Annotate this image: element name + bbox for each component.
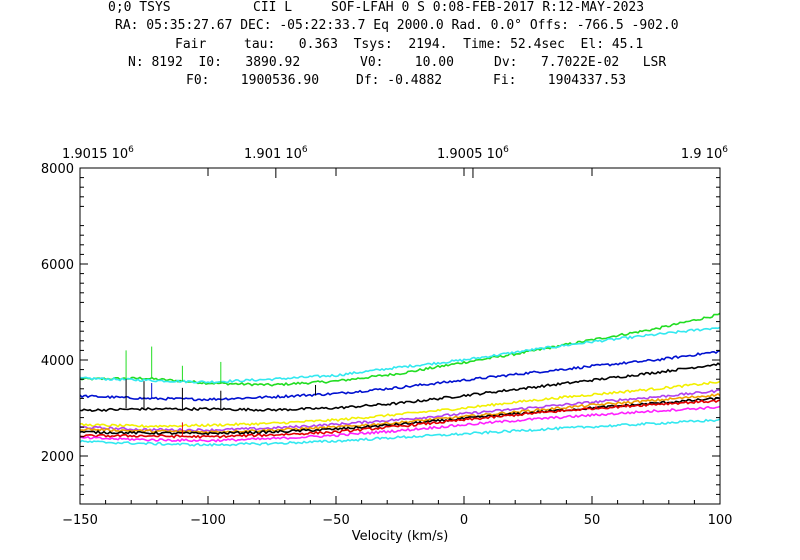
series-line-magenta-9 — [79, 405, 721, 443]
x-tick-label: 100 — [708, 513, 733, 528]
header-dv: Dv: 7.7022E-02 LSR — [494, 55, 667, 70]
x-axis-label: Velocity (km/s) — [352, 529, 449, 544]
top-axis-label: 1.9005 106 — [437, 145, 509, 162]
top-axis-label: 1.9 106 — [681, 145, 728, 162]
x-tick-label: 0 — [460, 513, 468, 528]
top-axis-label: 1.901 106 — [244, 145, 308, 162]
top-axis-exponent: 6 — [503, 145, 509, 155]
y-tick-label: 6000 — [41, 258, 74, 273]
x-tick-label: −50 — [322, 513, 349, 528]
header-weather: Fair — [175, 37, 207, 52]
series-line-yellow-4 — [79, 380, 721, 429]
x-tick-label: −150 — [62, 513, 98, 528]
y-tick-label: 8000 — [41, 162, 74, 177]
x-tick-label: 50 — [584, 513, 601, 528]
header-fi: Fi: 1904337.53 — [493, 73, 627, 88]
series-line-red-8 — [79, 399, 721, 439]
top-axis-exponent: 6 — [128, 145, 134, 155]
series-line-cyan-1 — [79, 326, 721, 384]
header-coordinates: RA: 05:35:27.67 DEC: -05:22:33.7 Eq 2000… — [115, 18, 679, 33]
header-line-name: CII L — [253, 0, 293, 15]
y-tick-label: 4000 — [41, 354, 74, 369]
series-line-violet-5 — [79, 389, 721, 433]
plot-frame — [79, 167, 721, 505]
top-axis-exponent: 6 — [722, 145, 728, 155]
header-title-left: 0;0 TSYS — [108, 0, 171, 15]
header-v0: V0: 10.00 — [360, 55, 454, 70]
series-line-black-3 — [79, 362, 721, 413]
header-channels: N: 8192 I0: 3890.92 — [128, 55, 301, 70]
top-axis-label: 1.9015 106 — [62, 145, 134, 162]
x-tick-label: −100 — [190, 513, 226, 528]
header-tau-tsys: tau: 0.363 Tsys: 2194. Time: 52.4sec El:… — [244, 37, 644, 52]
series-line-cyan-10 — [79, 418, 721, 447]
series-line-blue-2 — [79, 350, 721, 402]
header-f0: F0: 1900536.90 — [186, 73, 320, 88]
top-axis-exponent: 6 — [302, 145, 308, 155]
header-source: SOF-LFAH 0 S 0:08-FEB-2017 R:12-MAY-2023 — [331, 0, 645, 15]
header-df: Df: -0.4882 — [356, 73, 443, 88]
series-line-black-7 — [79, 396, 721, 436]
series-line-green-0 — [79, 312, 721, 387]
y-tick-label: 2000 — [41, 450, 74, 465]
